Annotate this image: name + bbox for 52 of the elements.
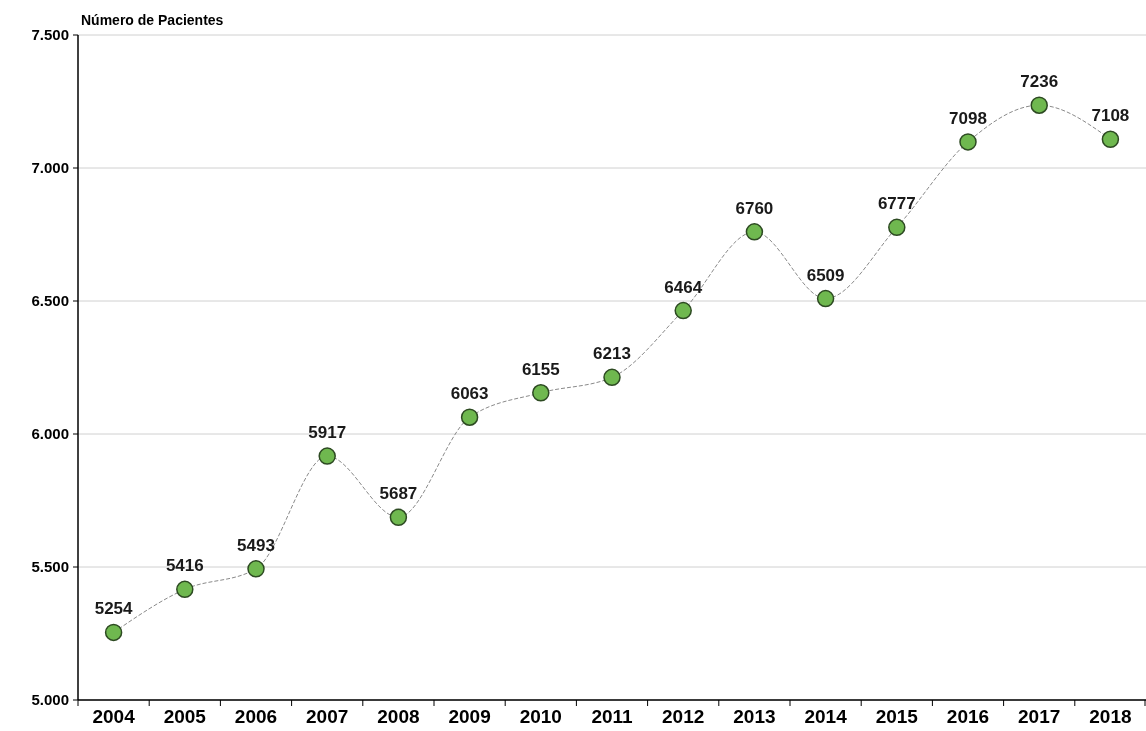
y-axis-title: Número de Pacientes xyxy=(81,12,224,28)
data-label: 6464 xyxy=(664,277,703,297)
x-tick-label: 2010 xyxy=(519,706,562,727)
data-label: 5687 xyxy=(379,484,418,504)
point xyxy=(1101,130,1120,149)
point xyxy=(674,301,692,320)
point xyxy=(745,223,764,241)
y-tick-label: 7.000 xyxy=(31,159,69,177)
data-label: 6760 xyxy=(735,198,774,218)
x-tick-label: 2012 xyxy=(662,706,705,727)
x-tick-label: 2006 xyxy=(234,706,278,727)
data-label: 6155 xyxy=(521,359,560,379)
data-label: 6213 xyxy=(593,344,631,364)
point xyxy=(247,560,265,578)
x-tick-label: 2007 xyxy=(306,706,349,727)
x-tick-label: 2018 xyxy=(1089,706,1132,727)
x-tick-label: 2009 xyxy=(448,706,491,727)
y-tick-label: 6.000 xyxy=(31,425,69,443)
x-tick-label: 2013 xyxy=(733,706,776,727)
point xyxy=(888,218,906,237)
point xyxy=(603,368,621,387)
data-label: 7108 xyxy=(1091,106,1130,126)
y-tick-label: 6.500 xyxy=(31,292,69,310)
point xyxy=(816,289,835,308)
data-label: 5416 xyxy=(165,556,204,576)
y-tick-label: 5.500 xyxy=(31,558,69,576)
x-tick-label: 2014 xyxy=(804,706,848,727)
data-label: 7098 xyxy=(949,108,987,128)
data-label: 5917 xyxy=(308,423,347,443)
data-label: 6777 xyxy=(877,194,916,214)
point xyxy=(532,384,550,402)
point xyxy=(1030,96,1048,114)
x-tick-label: 2005 xyxy=(163,706,207,727)
data-label: 5254 xyxy=(94,599,134,619)
data-label: 6063 xyxy=(450,384,489,404)
point xyxy=(389,508,408,527)
data-label: 5493 xyxy=(237,535,275,555)
y-tick-label: 5.000 xyxy=(31,691,69,709)
point xyxy=(959,133,977,151)
y-tick-label: 7.500 xyxy=(31,26,69,44)
x-tick-label: 2011 xyxy=(591,706,634,727)
data-label: 7236 xyxy=(1020,72,1059,92)
point xyxy=(318,447,336,465)
x-tick-label: 2004 xyxy=(92,706,136,727)
point xyxy=(176,580,194,599)
x-tick-label: 2008 xyxy=(377,706,420,727)
point xyxy=(460,408,479,426)
data-label: 6509 xyxy=(806,265,845,285)
point xyxy=(104,623,123,642)
x-tick-label: 2016 xyxy=(946,706,990,727)
x-tick-label: 2017 xyxy=(1018,706,1061,727)
x-tick-label: 2015 xyxy=(875,706,919,727)
